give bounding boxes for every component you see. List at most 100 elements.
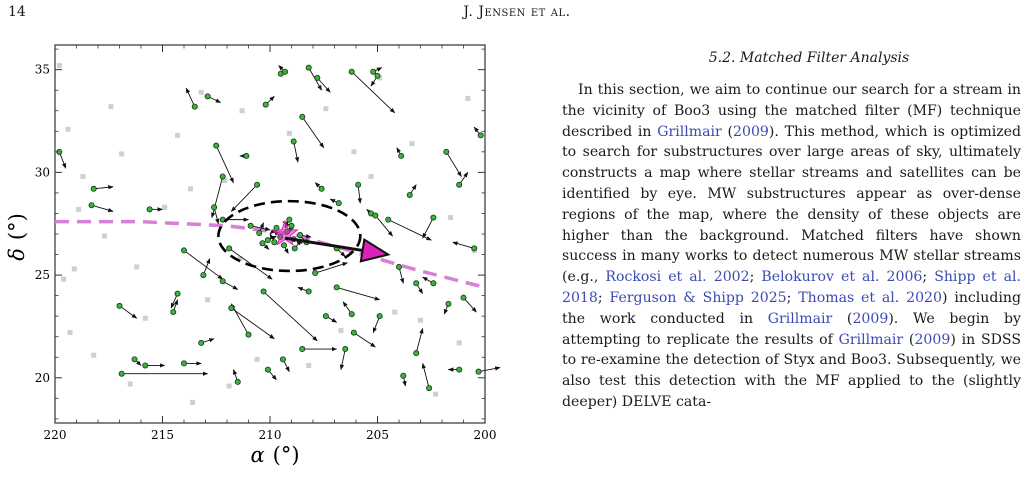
proper-motion-vector bbox=[357, 184, 362, 204]
overlay-layer bbox=[217, 199, 391, 273]
member-point bbox=[413, 280, 420, 287]
citation-link[interactable]: Thomas et al. 2020 bbox=[798, 289, 942, 306]
proper-motion-vector bbox=[316, 77, 331, 93]
x-tick-label: 215 bbox=[151, 428, 174, 442]
y-axis-label: δ(°) bbox=[5, 213, 29, 261]
body-paragraph: In this section, we aim to continue our … bbox=[562, 80, 1021, 413]
member-point bbox=[226, 245, 233, 252]
member-point bbox=[180, 360, 187, 367]
member-point bbox=[146, 206, 153, 213]
proper-motion-vector bbox=[185, 87, 196, 107]
text-run: ; bbox=[597, 289, 610, 306]
proper-motion-vector bbox=[415, 327, 424, 354]
member-point bbox=[370, 68, 377, 75]
member-point bbox=[243, 152, 250, 159]
member-point bbox=[264, 237, 271, 244]
half-light-ellipse bbox=[217, 199, 362, 273]
background-point bbox=[162, 204, 168, 210]
member-point bbox=[279, 356, 286, 363]
citation-link[interactable]: Grillmair bbox=[767, 310, 833, 327]
background-point bbox=[392, 309, 398, 315]
proper-motion-vector bbox=[478, 366, 501, 373]
background-points bbox=[56, 63, 477, 405]
background-point bbox=[101, 233, 107, 239]
mean-proper-motion-arrowhead bbox=[359, 237, 391, 263]
member-point bbox=[372, 212, 379, 219]
text-run: ). This method, which is optimized to se… bbox=[562, 123, 1021, 286]
member-point bbox=[291, 245, 298, 252]
proper-motion-vector bbox=[93, 185, 114, 190]
background-point bbox=[433, 391, 439, 397]
citation-link[interactable]: 2009 bbox=[852, 310, 889, 327]
member-point bbox=[200, 272, 207, 279]
member-point bbox=[430, 280, 437, 287]
running-head-rest: ensen et al. bbox=[484, 4, 571, 20]
text-run: ( bbox=[832, 310, 853, 327]
member-point bbox=[376, 313, 383, 320]
member-point bbox=[264, 366, 271, 373]
y-tick-label: 25 bbox=[35, 268, 50, 282]
member-point bbox=[280, 242, 287, 249]
text-run: ( bbox=[903, 331, 915, 348]
member-point bbox=[118, 370, 125, 377]
proper-motion-vector bbox=[91, 204, 114, 213]
proper-motion-vector bbox=[263, 291, 318, 342]
member-point bbox=[299, 113, 306, 120]
member-point bbox=[297, 232, 304, 239]
background-point bbox=[418, 317, 423, 323]
background-point bbox=[237, 256, 243, 262]
proper-motion-vector bbox=[375, 215, 393, 237]
proper-motion-vector bbox=[293, 141, 300, 163]
member-point bbox=[348, 68, 355, 75]
member-point bbox=[131, 356, 138, 363]
member-point bbox=[333, 284, 340, 291]
member-point bbox=[260, 288, 267, 295]
citation-link[interactable]: Ferguson & Shipp 2025 bbox=[609, 289, 787, 306]
background-point bbox=[323, 106, 329, 112]
background-point bbox=[56, 63, 62, 69]
background-point bbox=[127, 381, 133, 387]
member-point bbox=[460, 294, 467, 301]
member-point bbox=[426, 385, 433, 392]
background-point bbox=[254, 356, 260, 362]
proper-motion-vector bbox=[353, 332, 376, 348]
proper-motion-vector bbox=[230, 303, 249, 335]
citation-link[interactable]: Grillmair bbox=[838, 331, 904, 348]
citation-link[interactable]: Shipp et al. 2018 bbox=[562, 269, 1022, 306]
background-point bbox=[80, 173, 86, 179]
x-tick-label: 205 bbox=[366, 428, 389, 442]
member-point bbox=[456, 366, 463, 373]
member-point bbox=[282, 68, 289, 75]
member-point bbox=[254, 181, 261, 188]
citation-link[interactable]: 2009 bbox=[914, 331, 951, 348]
text-run: ) including the work conducted in bbox=[562, 289, 1022, 327]
member-point bbox=[245, 331, 252, 338]
proper-motion-figure: 220 215 210 205 200 20 25 30 35 α (°) δ(°) bbox=[5, 44, 501, 467]
member-point bbox=[259, 240, 266, 247]
background-point bbox=[368, 173, 374, 179]
citation-link[interactable]: Belokurov et al. 2006 bbox=[761, 269, 923, 286]
page-number: 14 bbox=[8, 4, 26, 20]
running-head: J. Jensen et al. bbox=[0, 4, 1034, 20]
member-point bbox=[213, 142, 220, 149]
proper-motion-vector bbox=[250, 225, 271, 231]
member-point bbox=[477, 132, 484, 139]
citation-link[interactable]: Rockosi et al. 2002 bbox=[605, 269, 750, 286]
background-point bbox=[190, 399, 196, 405]
member-point bbox=[314, 74, 321, 81]
member-point bbox=[288, 222, 295, 229]
member-point bbox=[471, 245, 478, 252]
section-heading: 5.2. Matched Filter Analysis bbox=[708, 50, 910, 66]
member-point bbox=[445, 300, 452, 307]
text-run: ( bbox=[721, 123, 734, 140]
member-point bbox=[400, 372, 407, 379]
citation-link[interactable]: 2009 bbox=[733, 123, 769, 140]
background-point bbox=[61, 276, 67, 282]
member-point bbox=[262, 101, 269, 108]
background-point bbox=[222, 178, 228, 184]
member-point bbox=[191, 103, 198, 110]
citation-link[interactable]: Grillmair bbox=[657, 123, 722, 140]
text-run: ) in SDSS to re-examine the detection of… bbox=[562, 331, 1021, 410]
member-point bbox=[318, 185, 325, 192]
member-point bbox=[116, 302, 123, 309]
